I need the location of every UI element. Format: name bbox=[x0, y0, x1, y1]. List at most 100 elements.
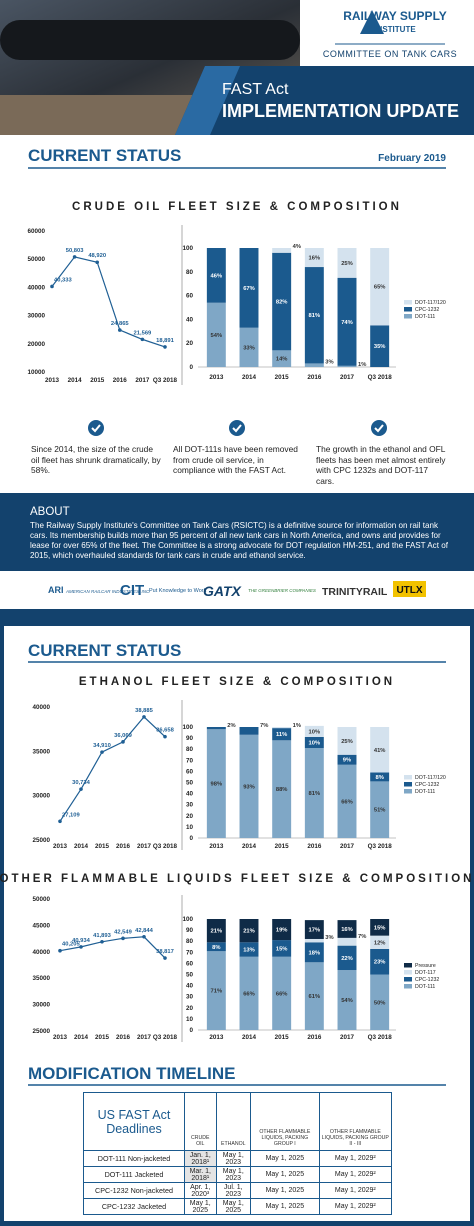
x-tick-label: 2013 bbox=[45, 377, 60, 384]
y-tick-label: 90 bbox=[186, 927, 194, 934]
y-tick-label: 80 bbox=[186, 938, 194, 945]
bar-segment bbox=[337, 970, 357, 1030]
value-label: 74% bbox=[341, 320, 353, 326]
cell: Jan. 1, 2018¹ bbox=[184, 1150, 217, 1167]
y-tick-label: 25000 bbox=[32, 837, 50, 844]
bar-segment bbox=[337, 945, 357, 971]
x-tick-label: 2014 bbox=[242, 374, 257, 381]
point bbox=[142, 934, 146, 939]
value-label: 7% bbox=[260, 723, 268, 729]
heading: MODIFICATION TIMELINE bbox=[28, 1064, 235, 1083]
bar-segment bbox=[370, 781, 390, 838]
point bbox=[118, 328, 122, 332]
value-label: 24,865 bbox=[111, 321, 130, 327]
x-tick-label: 2013 bbox=[53, 1034, 68, 1041]
y-tick-label: 40 bbox=[186, 983, 194, 990]
y-tick-label: 35000 bbox=[32, 748, 50, 755]
bar-segment bbox=[239, 734, 259, 838]
y-tick-label: 50000 bbox=[27, 256, 45, 263]
cell: May 1, 2025 bbox=[184, 1198, 217, 1215]
x-tick-label: 2017 bbox=[137, 1034, 152, 1041]
point bbox=[95, 260, 99, 265]
bar-segment bbox=[337, 277, 357, 366]
bar-segment bbox=[337, 727, 357, 755]
bar-segment bbox=[370, 948, 390, 975]
legend-label: CPC-1232 bbox=[415, 977, 439, 983]
cell: May 1, 2029² bbox=[318, 1198, 393, 1215]
logo: CIT bbox=[120, 582, 144, 599]
y-tick-label: 30 bbox=[186, 994, 194, 1001]
bar-segment bbox=[304, 962, 324, 1030]
y-tick-label: 80 bbox=[186, 746, 194, 753]
banner bbox=[175, 66, 474, 135]
legend-label: CPC-1232 bbox=[415, 782, 439, 788]
bar-segment bbox=[206, 942, 226, 952]
x-tick-label: 2016 bbox=[113, 377, 128, 384]
bar-segment bbox=[370, 727, 390, 773]
check-mark bbox=[232, 424, 242, 433]
value-label: 50,803 bbox=[66, 248, 85, 254]
point bbox=[72, 255, 77, 259]
point bbox=[142, 715, 146, 719]
bar-segment bbox=[206, 919, 226, 943]
x-tick-label: 2013 bbox=[53, 843, 68, 850]
bar-segment bbox=[239, 727, 259, 735]
bar-segment bbox=[272, 248, 292, 253]
y-tick-label: 30000 bbox=[27, 313, 45, 320]
row: DOT-111 Jacketed Mar. 1, 2018¹ May 1, 2023… bbox=[83, 1166, 393, 1183]
logo-box bbox=[393, 581, 426, 597]
chart-title: CRUDE OIL FLEET SIZE & COMPOSITION bbox=[72, 201, 402, 213]
y-tick-label: 30000 bbox=[32, 793, 50, 800]
value-label: 66% bbox=[276, 991, 288, 997]
legend-swatch bbox=[404, 300, 412, 305]
cell: May 1, 2025 bbox=[250, 1166, 320, 1183]
bar-segment bbox=[337, 248, 357, 278]
x-tick-label: 2014 bbox=[74, 1034, 89, 1041]
value-label: 54% bbox=[341, 998, 353, 1004]
bar-segment bbox=[272, 252, 292, 351]
y-tick-label: 50 bbox=[186, 972, 194, 979]
column-header: OTHER FLAMMABLE LIQUIDS, PACKING GROUP I… bbox=[318, 1092, 393, 1151]
y-tick-label: 20 bbox=[186, 1005, 194, 1012]
value-label: 16% bbox=[309, 256, 321, 262]
value-label: 18% bbox=[309, 950, 321, 956]
logo: ARI bbox=[48, 585, 64, 595]
value-label: 27,109 bbox=[62, 812, 81, 818]
legend-swatch bbox=[404, 963, 412, 968]
value-label: 41,893 bbox=[93, 933, 112, 939]
column-header: ETHANOL bbox=[215, 1092, 252, 1151]
value-label: 71% bbox=[211, 989, 223, 995]
bar-segment bbox=[337, 920, 357, 938]
value-label: 42,844 bbox=[135, 928, 154, 934]
x-tick-label: Q3 2018 bbox=[368, 374, 393, 381]
point: Since 2014, the size of the crude oil fl… bbox=[31, 444, 161, 475]
value-label: 7% bbox=[358, 934, 366, 940]
about-heading: ABOUT bbox=[30, 506, 70, 518]
logo: Put Knowledge to Work bbox=[149, 588, 207, 594]
legend-label: Pressure bbox=[415, 963, 436, 969]
bar-segment bbox=[304, 267, 324, 364]
legend-swatch bbox=[404, 977, 412, 982]
value-label: 42,549 bbox=[114, 929, 133, 935]
point bbox=[58, 948, 62, 953]
bar-segment bbox=[304, 363, 324, 367]
legend-label: DOT-117 bbox=[415, 970, 436, 976]
value-label: 10% bbox=[309, 741, 321, 747]
y-tick-label: 0 bbox=[189, 1027, 193, 1034]
value-label: 14% bbox=[276, 357, 288, 363]
y-tick-label: 40 bbox=[186, 316, 194, 323]
bar-segment bbox=[304, 725, 324, 737]
check-mark bbox=[374, 424, 384, 433]
org-name: INSTITUTE bbox=[374, 25, 416, 34]
y-tick-label: 80 bbox=[186, 269, 194, 276]
y-tick-label: 60000 bbox=[27, 228, 45, 235]
point bbox=[100, 750, 104, 754]
value-label: 40,934 bbox=[72, 938, 91, 944]
cell: May 1, 2029² bbox=[318, 1150, 393, 1167]
y-tick-label: 10 bbox=[186, 1016, 194, 1023]
y-tick-label: 10 bbox=[186, 824, 194, 831]
value-label: 13% bbox=[243, 948, 255, 954]
line bbox=[51, 256, 166, 348]
bar-segment bbox=[304, 736, 324, 749]
value-label: 82% bbox=[276, 300, 288, 306]
